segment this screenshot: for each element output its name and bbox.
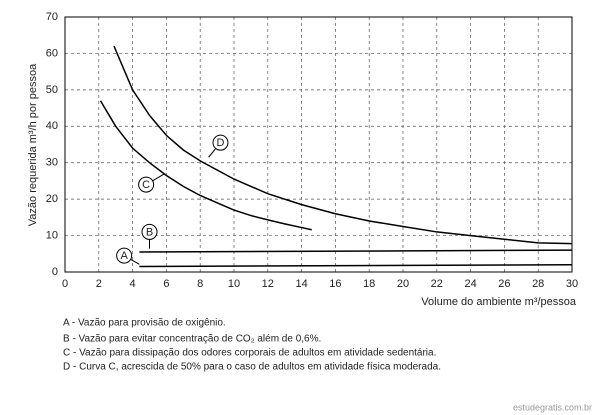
x-tick-label: 0 <box>62 278 68 290</box>
legend-label: A <box>120 250 128 262</box>
x-tick-label: 20 <box>397 278 409 290</box>
x-tick-label: 8 <box>197 278 203 290</box>
x-tick-label: 24 <box>464 278 476 290</box>
callout-circle <box>138 176 155 193</box>
x-tick-label: 26 <box>498 278 510 290</box>
x-tick-label: 6 <box>163 278 169 290</box>
y-tick-label: 30 <box>46 157 58 169</box>
legend-label: C <box>142 179 150 191</box>
legend-label: B <box>146 226 153 238</box>
x-tick-label: 10 <box>228 278 240 290</box>
y-tick-label: 20 <box>46 193 58 205</box>
x-tick-label: 2 <box>96 278 102 290</box>
callout-circle <box>141 223 158 240</box>
x-tick-label: 30 <box>566 278 578 290</box>
y-tick-label: 70 <box>46 11 58 23</box>
callout-circle <box>116 247 133 264</box>
y-tick-label: 0 <box>52 266 58 278</box>
source: estudegratis.com.br <box>513 402 592 412</box>
x-tick-label: 16 <box>329 278 341 290</box>
note: C - Vazão para dissipação dos odores cor… <box>63 348 436 359</box>
legend-label: D <box>217 137 225 149</box>
note: A - Vazão para provisão de oxigênio. <box>63 318 226 329</box>
note: D - Curva C, acrescida de 50% para o cas… <box>63 362 441 373</box>
x-tick-label: 12 <box>262 278 274 290</box>
x-axis-label: Volume do ambiente m³/pessoa <box>421 296 577 308</box>
x-tick-label: 14 <box>295 278 307 290</box>
y-tick-label: 10 <box>46 229 58 241</box>
plot-frame <box>64 16 573 273</box>
y-tick-label: 40 <box>46 120 58 132</box>
x-tick-label: 28 <box>532 278 544 290</box>
series-line <box>139 263 573 268</box>
callout-circle <box>212 134 229 151</box>
y-tick-label: 60 <box>46 47 58 59</box>
y-axis-label: Vazão requerida m³/h por pessoa <box>27 63 39 226</box>
y-tick-label: 50 <box>46 84 58 96</box>
series-line <box>139 249 573 253</box>
x-tick-label: 22 <box>431 278 443 290</box>
series-line <box>113 45 573 245</box>
x-tick-label: 18 <box>363 278 375 290</box>
series-line <box>99 100 312 231</box>
note: B - Vazão para evitar concentração de CO… <box>63 334 321 345</box>
x-tick-label: 4 <box>130 278 136 290</box>
